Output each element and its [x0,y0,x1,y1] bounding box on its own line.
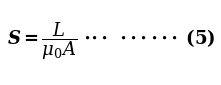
Text: $\boldsymbol{S = \dfrac{L}{\mu_0 A}}$ $\boldsymbol{\cdot\!\cdot\!\cdot\ \cdot\!\: $\boldsymbol{S = \dfrac{L}{\mu_0 A}}$ $\… [7,20,215,62]
